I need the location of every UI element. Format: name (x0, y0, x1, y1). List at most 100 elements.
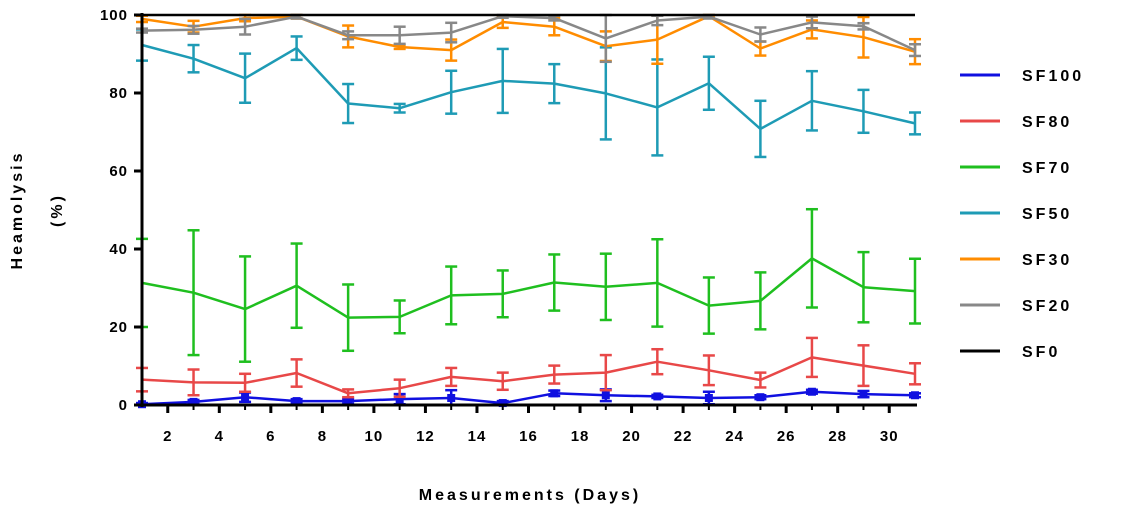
error-bar (857, 250, 870, 324)
error-bar (754, 99, 767, 159)
error-bar (290, 242, 303, 330)
series-sf50 (136, 28, 921, 159)
x-tick-label: 6 (266, 428, 275, 445)
x-tick-label: 22 (674, 428, 693, 445)
error-bar (702, 55, 715, 112)
series-line-sf50 (141, 43, 916, 131)
data-point-marker (653, 392, 662, 401)
error-bar (754, 271, 767, 331)
data-point-marker (550, 389, 559, 398)
error-bar (548, 62, 561, 105)
error-bar (909, 111, 921, 136)
error-bar (754, 40, 767, 57)
series-line-sf30 (141, 14, 916, 53)
error-bar (239, 372, 252, 393)
y-tick-label: 60 (109, 163, 128, 180)
error-bar (599, 252, 612, 322)
x-tick-label: 20 (622, 428, 641, 445)
data-point-marker (447, 393, 456, 402)
data-point-marker (395, 395, 404, 404)
series-sf70 (136, 207, 921, 363)
y-tick-label: 20 (109, 319, 128, 336)
y-axis-title-line2: (%) (49, 193, 66, 227)
error-bar (909, 362, 921, 386)
legend-item-sf50: SF50 (960, 206, 1072, 223)
error-bar (805, 336, 818, 379)
x-tick-label: 16 (519, 428, 538, 445)
error-bar (909, 257, 921, 325)
series-line-sf20 (141, 14, 916, 52)
x-tick-label: 18 (571, 428, 590, 445)
legend-item-sf70: SF70 (960, 160, 1072, 177)
error-bar (599, 353, 612, 392)
error-bar (239, 52, 252, 104)
error-bar (187, 368, 200, 397)
plot-area (136, 13, 921, 409)
data-point-marker (911, 391, 919, 400)
error-bar (857, 21, 870, 31)
error-bar (239, 255, 252, 363)
data-point-marker (756, 393, 765, 402)
error-bar (496, 371, 509, 392)
error-bar (342, 30, 355, 41)
legend-item-sf0: SF0 (960, 344, 1060, 361)
legend-label: SF50 (1022, 206, 1072, 223)
legend-item-sf20: SF20 (960, 298, 1069, 315)
error-bar (393, 378, 406, 399)
error-bar (393, 102, 406, 114)
x-tick-label: 12 (416, 428, 435, 445)
data-point-marker (704, 393, 713, 402)
x-tick-label: 24 (725, 428, 744, 445)
error-bar (651, 238, 664, 328)
legend-label: SF0 (1022, 344, 1060, 361)
error-bar (342, 82, 355, 125)
series-sf20 (136, 13, 921, 64)
x-tick-label: 2 (163, 428, 172, 445)
error-bar (445, 366, 458, 388)
series-line-sf80 (141, 356, 916, 395)
data-point-marker (807, 387, 816, 396)
error-bar (805, 207, 818, 309)
error-bar (290, 35, 303, 62)
error-bar (393, 25, 406, 46)
y-tick-label: 40 (109, 241, 128, 258)
error-bar (754, 26, 767, 43)
error-bar (599, 13, 612, 64)
data-point-marker (189, 397, 198, 406)
error-bar (187, 43, 200, 74)
data-point-marker (601, 391, 610, 400)
error-bar (187, 24, 200, 35)
data-point-marker (498, 399, 507, 408)
error-bar (651, 347, 664, 376)
x-tick-label: 26 (777, 428, 796, 445)
error-bar (496, 269, 509, 319)
legend-label: SF80 (1022, 114, 1072, 131)
legend-item-sf100: SF100 (960, 68, 1081, 85)
x-tick-label: 28 (828, 428, 847, 445)
legend-label: SF30 (1022, 252, 1072, 269)
data-point-marker (292, 397, 301, 406)
legend-label: SF70 (1022, 160, 1072, 177)
error-bar (445, 69, 458, 115)
series-sf100 (136, 387, 921, 409)
error-bar (909, 43, 921, 58)
y-tick-label: 80 (109, 85, 128, 102)
error-bar (342, 388, 355, 399)
y-tick-label: 0 (119, 397, 128, 414)
error-bar (548, 364, 561, 385)
y-axis-title: Heamolysis (%) (9, 151, 66, 270)
series-line-sf70 (141, 257, 916, 319)
y-tick-label: 100 (100, 7, 128, 24)
x-tick-label: 30 (880, 428, 899, 445)
error-bar (754, 371, 767, 389)
error-bar (445, 21, 458, 44)
error-bar (857, 88, 870, 135)
series-sf30 (136, 13, 921, 66)
error-bar (239, 17, 252, 36)
error-bar (342, 283, 355, 353)
data-point-marker (859, 390, 868, 399)
x-tick-label: 8 (318, 428, 327, 445)
error-bar (702, 276, 715, 335)
